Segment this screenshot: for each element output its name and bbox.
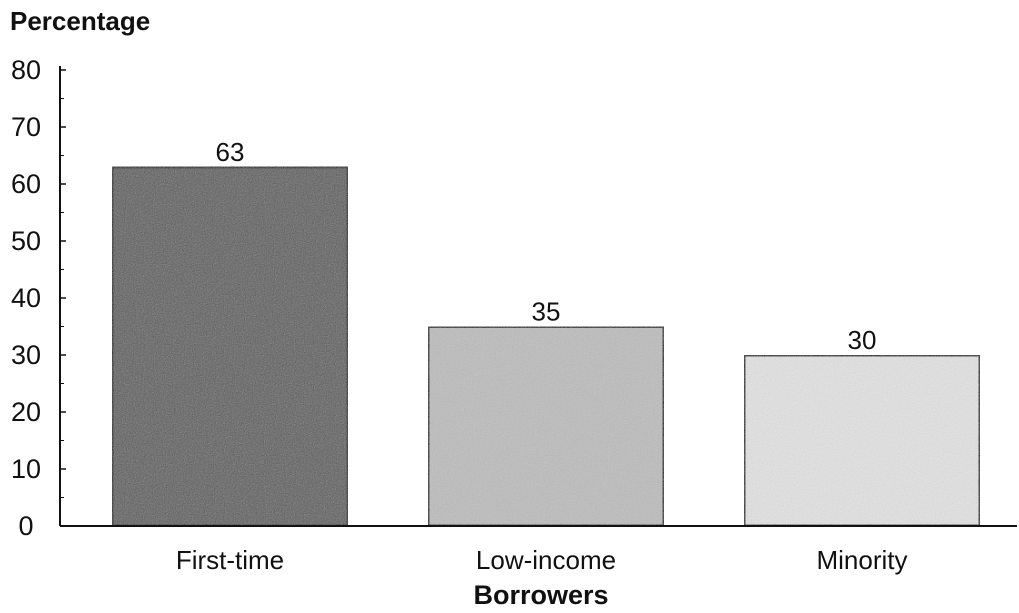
y-tick-label-70: 70	[11, 112, 41, 142]
y-tick-label-40: 40	[11, 283, 41, 313]
y-tick-label-10: 10	[11, 454, 41, 484]
y-tick-label-60: 60	[11, 169, 41, 199]
bars	[110, 165, 982, 528]
y-tick-label-50: 50	[11, 226, 41, 256]
y-tick-label-30: 30	[11, 340, 41, 370]
category-label-minority: Minority	[816, 545, 907, 575]
x-axis: First-time Low-income Minority	[60, 525, 1017, 575]
data-labels: 63 35 30	[216, 137, 877, 355]
y-tick-label-80: 80	[11, 55, 41, 85]
y-axis: 0 10 20 30 40 50 60 70 80	[11, 55, 66, 541]
data-label-minority: 30	[848, 325, 877, 355]
y-tick-label-0: 0	[18, 511, 33, 541]
data-label-low-income: 35	[532, 297, 561, 327]
bar-minority	[742, 353, 982, 528]
category-label-low-income: Low-income	[476, 545, 616, 575]
y-tick-label-20: 20	[11, 397, 41, 427]
category-label-first-time: First-time	[176, 545, 284, 575]
bar-first-time	[110, 165, 350, 528]
data-label-first-time: 63	[216, 137, 245, 167]
bar-low-income	[426, 325, 666, 528]
x-axis-title: Borrowers	[473, 580, 608, 610]
y-axis-title: Percentage	[10, 6, 150, 36]
